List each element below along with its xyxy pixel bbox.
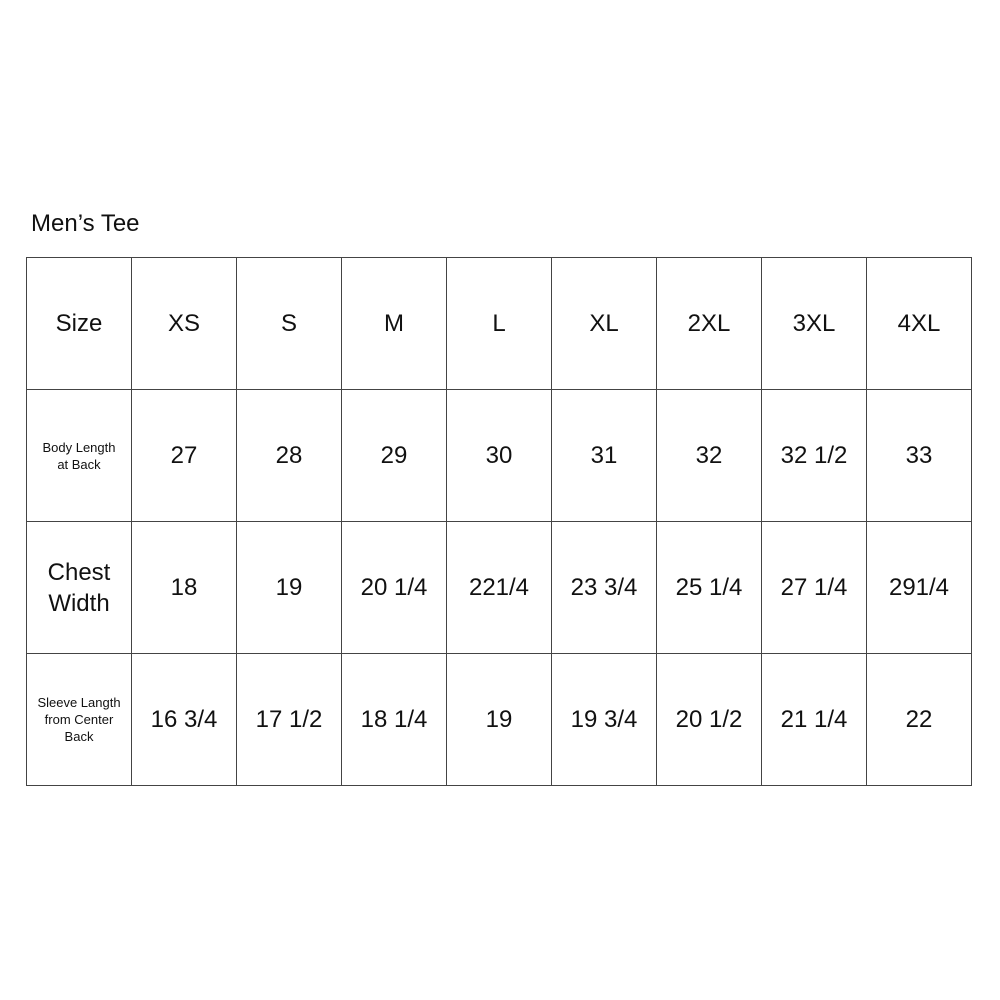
table-cell: 27	[131, 389, 237, 522]
table-cell: 22	[866, 653, 972, 786]
size-header-cell: S	[236, 257, 342, 390]
size-header-cell: 2XL	[656, 257, 762, 390]
size-header-cell: XL	[551, 257, 657, 390]
table-cell: 20 1/2	[656, 653, 762, 786]
table-cell: 16 3/4	[131, 653, 237, 786]
table-cell: 291/4	[866, 521, 972, 654]
table-row: Body Length at Back 27 28 29 30 31 32 32 1/2 33	[26, 389, 972, 522]
table-cell: 32 1/2	[761, 389, 867, 522]
row-label: Body Length at Back	[26, 389, 132, 522]
table-cell: 25 1/4	[656, 521, 762, 654]
table-cell: 29	[341, 389, 447, 522]
table-cell: 32	[656, 389, 762, 522]
table-cell: 18	[131, 521, 237, 654]
table-cell: 221/4	[446, 521, 552, 654]
size-header-cell: 3XL	[761, 257, 867, 390]
row-label: Chest Width	[26, 521, 132, 654]
table-cell: 27 1/4	[761, 521, 867, 654]
table-cell: 33	[866, 389, 972, 522]
size-header-cell: M	[341, 257, 447, 390]
table-cell: 21 1/4	[761, 653, 867, 786]
page-title: Men’s Tee	[31, 210, 140, 237]
table-cell: 31	[551, 389, 657, 522]
size-chart-table: Size XS S M L XL 2XL 3XL 4XL Body Length at Back 2…	[26, 257, 972, 786]
table-row: Sleeve Langth from Center Back 16 3/4 17 1…	[26, 653, 972, 786]
size-header-cell: L	[446, 257, 552, 390]
table-cell: 23 3/4	[551, 521, 657, 654]
table-row: Size XS S M L XL 2XL 3XL 4XL	[26, 257, 972, 390]
table-cell: 28	[236, 389, 342, 522]
table-cell: 17 1/2	[236, 653, 342, 786]
table-cell: 18 1/4	[341, 653, 447, 786]
table-cell: 20 1/4	[341, 521, 447, 654]
table-cell: 19 3/4	[551, 653, 657, 786]
row-label: Size	[26, 257, 132, 390]
size-header-cell: XS	[131, 257, 237, 390]
table-cell: 30	[446, 389, 552, 522]
size-header-cell: 4XL	[866, 257, 972, 390]
table-row: Chest Width 18 19 20 1/4 221/4 23 3/4 25 1/4 27…	[26, 521, 972, 654]
table-cell: 19	[446, 653, 552, 786]
row-label: Sleeve Langth from Center Back	[26, 653, 132, 786]
table-cell: 19	[236, 521, 342, 654]
